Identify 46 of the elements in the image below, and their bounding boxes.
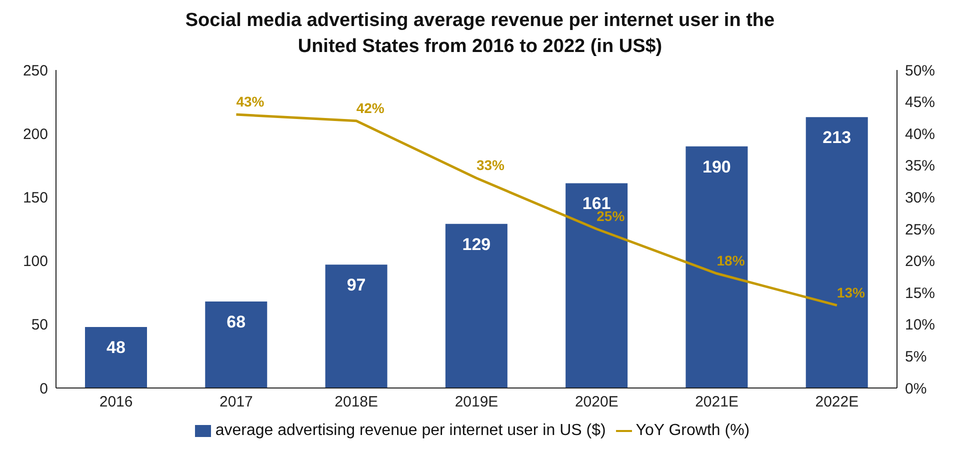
y2-tick-label: 50% (905, 62, 936, 80)
data-label: 129 (462, 234, 491, 254)
y2-tick-label: 25% (905, 221, 936, 238)
y-tick-label: 150 (22, 190, 48, 207)
data-label: 18% (716, 252, 746, 269)
data-label: 68 (226, 312, 246, 332)
bar (205, 302, 268, 388)
data-label: 42% (356, 100, 385, 116)
x-tick-label: 2022E (815, 394, 859, 411)
y-tick-label: 50 (31, 316, 48, 334)
y2-tick-label: 10% (905, 316, 936, 334)
data-label: 213 (822, 128, 852, 148)
x-tick-label: 2017 (220, 394, 253, 411)
y-tick-label: 250 (22, 62, 48, 80)
y-tick-label: 100 (22, 253, 48, 270)
data-label: 97 (346, 276, 366, 295)
data-label: 13% (836, 284, 866, 300)
data-label: 43% (236, 94, 265, 110)
x-tick-label: 2021E (695, 394, 738, 411)
x-tick-label: 2019E (454, 394, 498, 411)
x-tick-label: 2018E (334, 394, 378, 411)
legend-label: YoY Growth (%) (636, 422, 750, 439)
bar (325, 264, 388, 388)
data-label: 25% (596, 208, 626, 224)
y2-tick-label: 45% (905, 94, 936, 112)
y2-tick-label: 15% (905, 284, 936, 302)
y2-tick-label: 35% (905, 158, 936, 175)
bar (445, 224, 508, 388)
y2-tick-label: 30% (905, 190, 936, 207)
chart-title: Social media advertising average revenue per internet user in the United States from 2016 to 2022 (in US$) (184, 9, 776, 59)
data-label: 190 (702, 157, 731, 176)
bar (566, 183, 628, 388)
bar (686, 146, 748, 388)
y-tick-label: 0 (40, 380, 48, 398)
data-label: 33% (476, 157, 506, 174)
y2-tick-label: 20% (905, 253, 936, 270)
bar (806, 117, 868, 388)
x-tick-label: 2020E (574, 394, 618, 411)
x-tick-label: 2016 (99, 394, 133, 411)
legend-label: average advertising revenue per internet user in US ($) (215, 422, 606, 439)
y2-tick-label: 40% (905, 126, 936, 143)
y2-tick-label: 0% (905, 380, 927, 398)
y-tick-label: 200 (22, 126, 48, 143)
y2-tick-label: 5% (905, 348, 927, 366)
data-label: 48 (106, 338, 126, 357)
bar (85, 326, 147, 388)
